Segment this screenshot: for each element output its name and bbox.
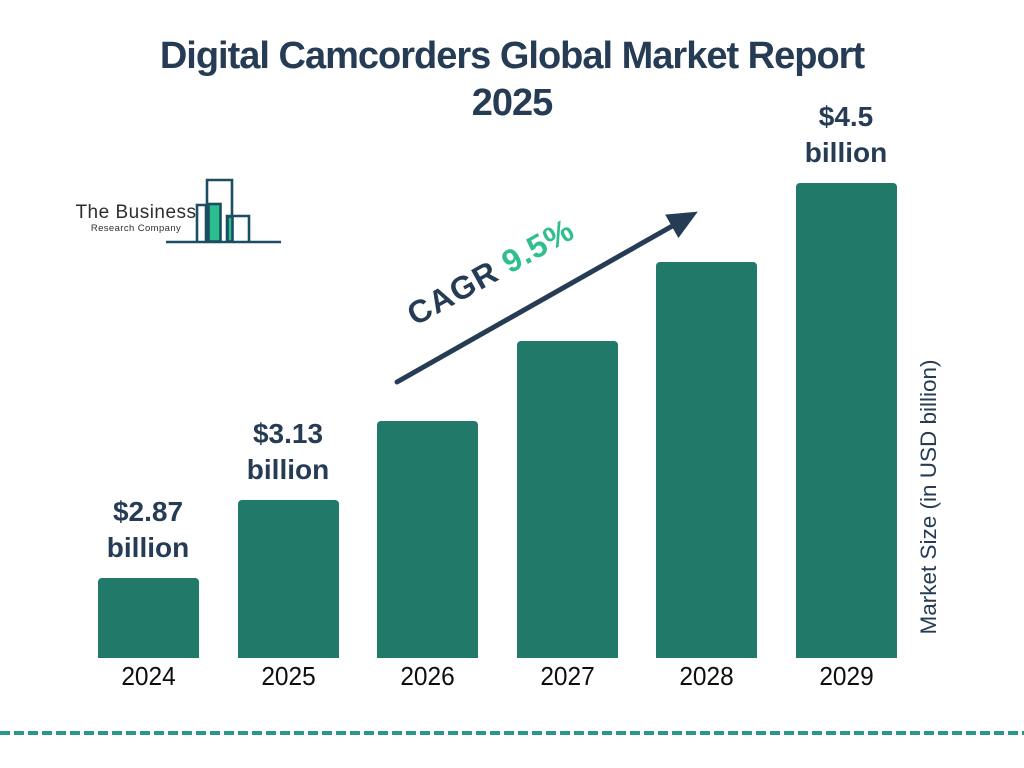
bar-value-label-2024: $2.87 billion — [106, 496, 190, 563]
page-title-line1: Digital Camcorders Global Market Report — [159, 35, 865, 77]
logo-company-subname: Research Company — [90, 223, 182, 234]
growth-arrow-icon — [394, 211, 698, 385]
logo-company-name: The Business — [75, 202, 197, 223]
y-axis-label: Market Size (in USD billion) — [916, 359, 941, 635]
bar-value-label-2029: $4.5 billion — [804, 101, 888, 168]
bar-2024 — [98, 578, 199, 658]
x-tick-2027: 2027 — [540, 661, 595, 691]
bar-2028 — [656, 262, 757, 658]
bar-2027 — [517, 341, 618, 658]
bar-2025 — [238, 500, 339, 658]
bottom-dashed-divider — [0, 731, 1024, 735]
bar-value-label-2025: $3.13 billion — [246, 418, 330, 485]
x-tick-2028: 2028 — [679, 661, 734, 691]
page-title-line2: 2025 — [471, 82, 554, 124]
company-logo: The Business Research Company — [72, 175, 287, 247]
logo-text: The Business Research Company — [75, 202, 197, 235]
logo-bar-chart-icon — [166, 178, 281, 244]
bar-2026 — [377, 421, 478, 658]
x-tick-2029: 2029 — [819, 661, 874, 691]
x-tick-2024: 2024 — [121, 661, 176, 691]
x-tick-2025: 2025 — [261, 661, 316, 691]
bar-2029 — [796, 183, 897, 658]
page-title: Digital Camcorders Global Market Report … — [0, 33, 1024, 127]
x-tick-2026: 2026 — [400, 661, 455, 691]
